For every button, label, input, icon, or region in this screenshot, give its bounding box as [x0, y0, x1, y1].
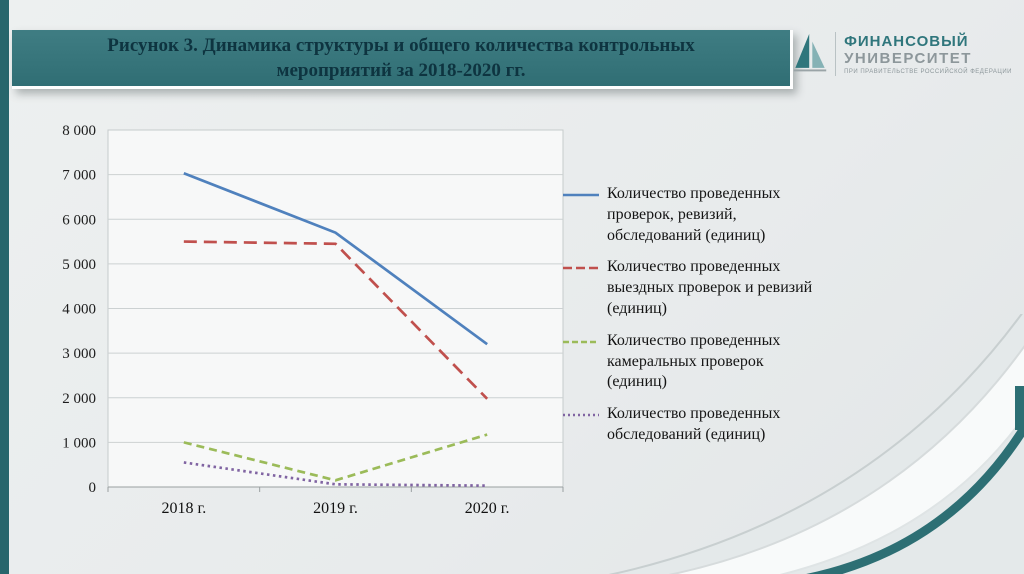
series-line	[183, 172, 488, 346]
legend-marker-line	[563, 413, 599, 417]
logo-divider	[835, 32, 837, 76]
corner-swoosh-decoration	[608, 314, 1024, 574]
y-tick-label: 8 000	[62, 123, 96, 139]
y-tick-label: 6 000	[62, 212, 96, 228]
legend-marker-line	[563, 340, 599, 344]
y-tick-label: 3 000	[62, 346, 96, 362]
logo-text: ФИНАНСОВЫЙ УНИВЕРСИТЕТ ПРИ ПРАВИТЕЛЬСТВЕ…	[844, 33, 1012, 75]
legend-item: Количество проведенных камеральных прове…	[562, 331, 820, 393]
legend-marker-line	[563, 193, 599, 197]
y-tick-label: 0	[89, 480, 97, 496]
y-tick-label: 7 000	[62, 168, 96, 184]
series-line	[183, 240, 489, 400]
x-tick-label: 2020 г.	[465, 500, 510, 517]
legend-item: Количество проведенных обследований (еди…	[562, 404, 820, 446]
legend-item: Количество проведенных выездных проверок…	[562, 257, 820, 319]
y-tick-label: 1 000	[62, 435, 96, 451]
right-edge-accent	[1015, 386, 1024, 430]
legend-label: Количество проведенных камеральных прове…	[607, 331, 781, 391]
x-tick-label: 2019 г.	[313, 500, 358, 517]
y-tick-label: 2 000	[62, 391, 96, 407]
title-banner: Рисунок 3. Динамика структуры и общего к…	[12, 30, 793, 89]
line-chart: 8 000 7 000 6 000 5 000 4 000 3 000 2 000 1 000…	[62, 123, 564, 517]
legend-label: Количество проведенных проверок, ревизий…	[607, 185, 781, 244]
legend-marker-line	[563, 267, 599, 270]
logo-name-line2: УНИВЕРСИТЕТ	[844, 50, 972, 67]
logo-name-line1: ФИНАНСОВЫЙ	[844, 33, 969, 50]
university-logo: ФИНАНСОВЫЙ УНИВЕРСИТЕТ ПРИ ПРАВИТЕЛЬСТВЕ…	[793, 30, 1012, 78]
logo-subtitle: ПРИ ПРАВИТЕЛЬСТВЕ РОССИЙСКОЙ ФЕДЕРАЦИИ	[844, 69, 1012, 75]
logo-sail-icon	[793, 33, 827, 72]
legend-label: Количество проведенных обследований (еди…	[607, 405, 781, 443]
series-line	[183, 461, 488, 488]
slide-title: Рисунок 3. Динамика структуры и общего к…	[107, 34, 695, 81]
legend-item: Количество проведенных проверок, ревизий…	[562, 184, 820, 246]
x-tick-label: 2018 г.	[161, 500, 206, 517]
series-line	[183, 433, 488, 482]
legend-label: Количество проведенных выездных проверок…	[607, 258, 813, 317]
left-accent-bar	[0, 0, 9, 574]
y-tick-label: 4 000	[62, 302, 96, 318]
chart-legend: Количество проведенных проверок, ревизий…	[562, 184, 820, 446]
y-tick-label: 5 000	[62, 257, 96, 273]
